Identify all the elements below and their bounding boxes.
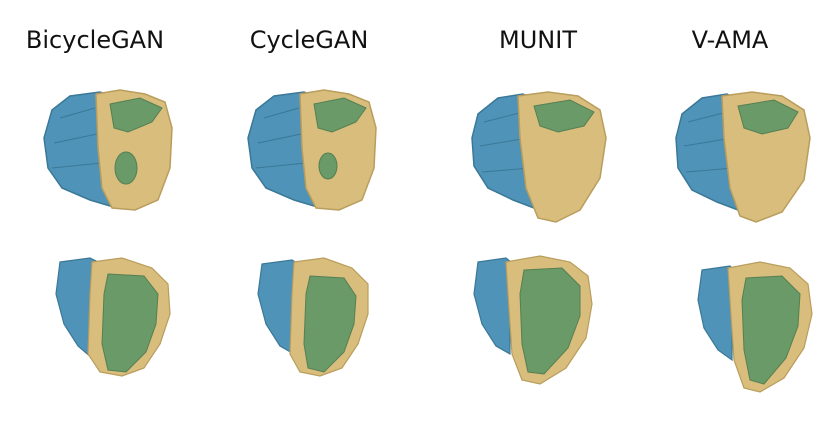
heart-section-v-ama [694,260,820,394]
heart-section-bicyclegan [52,254,178,378]
heart-exterior-cyclegan [244,88,384,214]
column-title-bicyclegan: BicycleGAN [25,26,165,54]
heart-exterior-munit [468,88,613,224]
column-title-cyclegan: CycleGAN [249,26,369,54]
heart-exterior-v-ama [672,88,817,224]
heart-exterior-bicyclegan [40,88,180,214]
heart-section-munit [470,254,602,388]
heart-section-cyclegan [254,254,380,378]
column-title-munit: MUNIT [499,26,577,54]
column-title-v-ama: V-AMA [691,26,769,54]
